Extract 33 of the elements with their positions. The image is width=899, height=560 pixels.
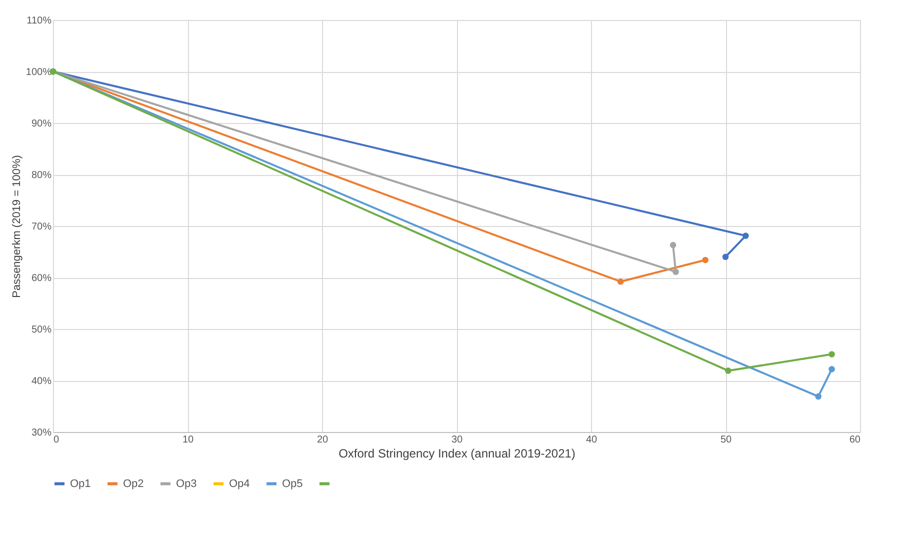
x-axis-title: Oxford Stringency Index (annual 2019-2021) [338, 446, 576, 460]
legend-label: Op1 [70, 478, 91, 490]
x-tick-label: 60 [849, 434, 861, 446]
x-tick-label: 30 [451, 434, 463, 446]
y-tick-label: 90% [31, 118, 52, 130]
x-tick-label: 10 [182, 434, 194, 446]
point [815, 393, 822, 400]
point [725, 368, 732, 374]
y-tick-label: 60% [31, 273, 52, 284]
x-tick-label: 40 [586, 434, 598, 446]
y-axis-title: Passengerkm (2019 = 100%) [10, 155, 23, 298]
point [617, 278, 624, 285]
legend-label: Op5 [282, 478, 303, 490]
y-tick-label: 110% [26, 16, 52, 26]
y-tick-label: 40% [31, 376, 52, 387]
y-tick-label: 30% [31, 428, 52, 438]
legend-label: Op4 [229, 478, 250, 490]
legend-label: Op3 [176, 478, 197, 490]
point [828, 351, 835, 358]
point [670, 242, 676, 248]
y-tick-label: 50% [31, 324, 52, 336]
y-tick-label: 70% [31, 222, 52, 232]
x-tick-label: 50 [720, 434, 732, 446]
y-tick-label: 80% [31, 170, 52, 181]
point [828, 366, 835, 372]
y-tick-label: 100% [26, 67, 52, 78]
legend-label: Op2 [123, 478, 144, 490]
x-tick-label: 20 [316, 434, 328, 446]
point [702, 256, 708, 264]
x-tick-label: 0 [54, 434, 60, 446]
point [672, 268, 679, 275]
point [742, 232, 749, 239]
point [722, 254, 729, 260]
